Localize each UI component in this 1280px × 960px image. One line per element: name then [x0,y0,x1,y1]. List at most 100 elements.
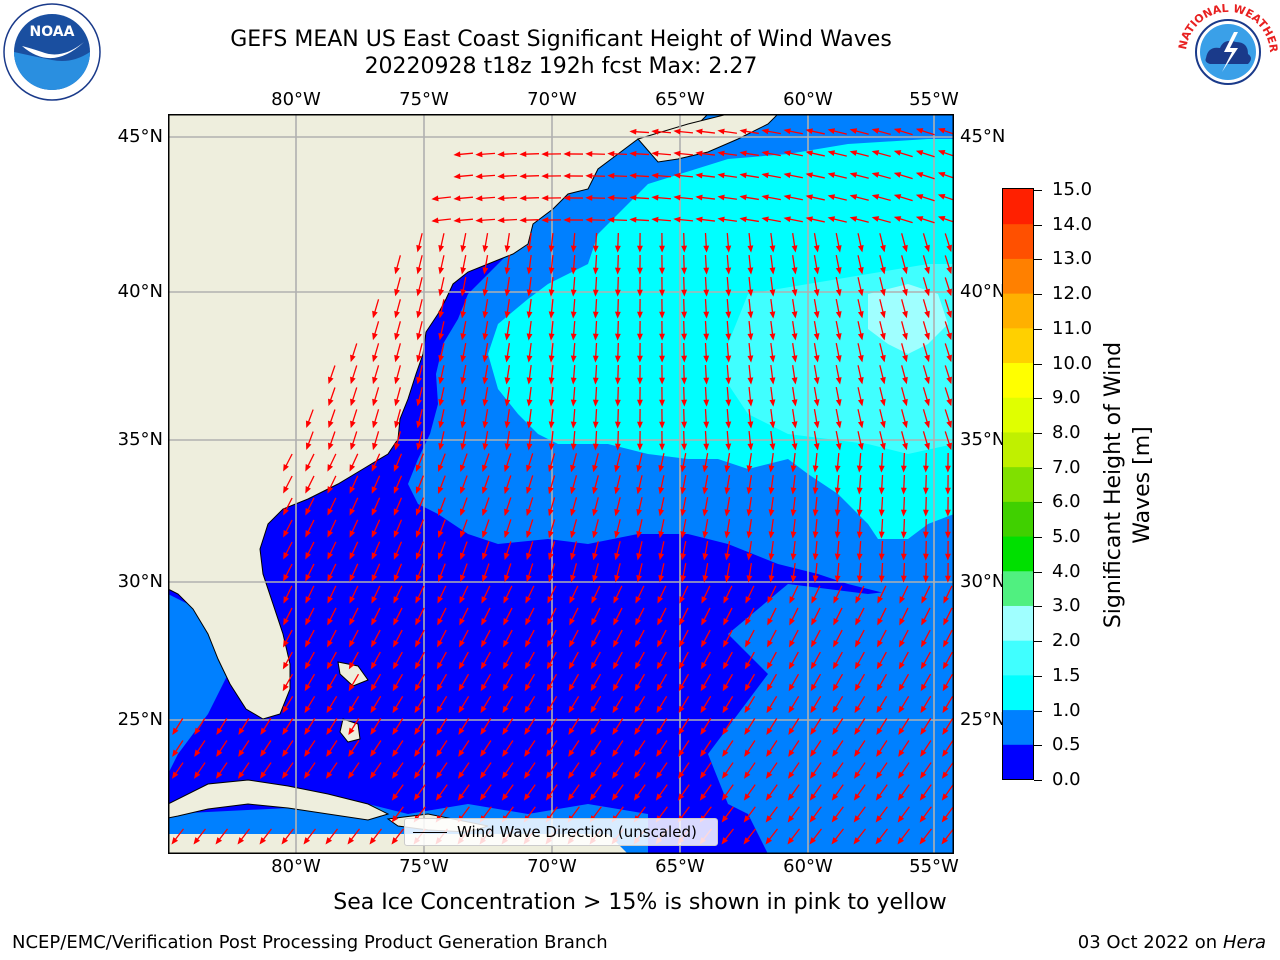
wave-arrow-head [350,354,356,363]
wave-arrow-head [613,618,619,626]
credit-text: NCEP/EMC/Verification Post Processing Pr… [12,932,608,953]
wave-arrow-head [305,552,311,560]
wave-arrow-head [651,194,659,201]
wave-arrow-head [768,531,775,539]
wave-arrow-head [695,128,703,135]
wave-arrow-head [765,771,773,779]
wave-arrow-head [416,266,422,275]
wave-arrow-head [548,508,554,517]
wave-arrow-head [747,333,754,341]
colorbar-segment [1003,570,1033,606]
lon-tick-top: 60°W [783,89,833,110]
wave-arrow-head [922,553,929,561]
wave-arrow-head [326,661,333,670]
wave-arrow-head [856,465,863,473]
wave-arrow-head [460,311,467,319]
wave-arrow-head [614,355,621,363]
wave-arrow-head [900,531,907,539]
wave-arrow-head [614,245,621,253]
wave-arrow-head [349,464,356,472]
wave-arrow-head [393,530,400,538]
wave-arrow-head [747,355,754,363]
lon-tick-bottom: 70°W [527,856,577,877]
colorbar-segment [1003,431,1033,468]
wave-arrow-head [790,465,797,473]
wave-arrow-head [856,509,863,517]
wave-arrow-head [482,443,489,451]
wave-arrow-head [349,618,355,626]
wave-arrow-head [855,618,861,626]
wave-arrow-head [475,195,483,202]
lat-tick-left: 45°N [117,126,163,147]
wave-arrow-head [548,574,554,583]
wave-arrow-head [681,333,688,341]
lat-tick-left: 25°N [117,709,163,730]
wave-arrow-head [453,217,461,224]
wave-arrow-head [783,128,791,135]
wave-arrow-head [809,837,817,845]
wave-arrow-head [607,216,615,223]
wave-arrow-head [656,683,663,692]
wave-arrow-head [607,194,615,201]
wave-arrow-head [238,749,245,757]
wave-arrow-head [519,195,527,202]
wave-arrow-head [458,661,465,670]
wave-arrow-head [503,596,510,604]
wave-arrow-head [283,551,289,560]
wave-arrow-head [416,420,422,429]
wave-arrow-head [920,661,927,670]
colorbar-segment [1003,744,1033,779]
wave-arrow-head [524,727,531,736]
wave-arrow-head [416,398,422,407]
wave-arrow-head [902,244,908,253]
wave-arrow-head [326,683,333,692]
wave-arrow-head [659,377,665,385]
wave-arrow-head [193,837,201,845]
wave-arrow-head [371,486,378,494]
wave-arrow-head [481,596,488,604]
wave-arrow-head [497,195,505,202]
land-nova-scotia [637,114,779,163]
wave-arrow-head [946,442,952,451]
wave-arrow-head [658,575,665,583]
wave-arrow-head [725,443,732,451]
wave-arrow-head [915,128,924,134]
wave-arrow-head [766,661,773,670]
wave-arrow-head [919,771,927,779]
wave-arrow-head [658,465,665,473]
colorbar-tick-label: 9.0 [1052,387,1081,409]
wave-arrow-head [945,553,951,561]
wave-arrow-head [831,837,839,845]
wave-arrow-head [656,661,663,670]
wave-arrow-head [460,289,467,297]
wave-arrow-head [658,487,665,495]
wave-arrow-head [526,311,533,319]
wave-arrow-head [849,216,858,222]
wave-arrow-head [946,398,952,407]
wave-arrow-head [857,377,864,385]
wave-arrow-head [920,705,927,714]
wave-arrow-head [497,217,505,224]
wave-arrow-head [526,333,533,341]
wave-arrow-head [834,487,841,495]
wave-arrow-head [834,553,841,561]
wave-arrow-head [893,216,902,222]
wave-arrow-head [282,727,289,736]
wave-arrow-head [849,128,858,134]
wave-arrow-head [370,727,377,736]
wave-arrow-head [570,486,576,495]
machine-name: Hera [1222,932,1266,953]
wave-arrow-head [945,531,951,539]
colorbar-tick-label: 15.0 [1052,179,1093,200]
wave-arrow-head [788,749,795,757]
wave-arrow-head [744,661,751,670]
wave-arrow-head [724,575,731,583]
wave-arrow-head [414,661,421,670]
wave-arrow-head [680,575,687,583]
wave-arrow-head [371,618,377,626]
wave-arrow-head [805,128,813,135]
wave-arrow-head [695,194,703,201]
land-north-america [168,114,709,720]
wave-arrow-head [832,749,839,757]
wave-arrow-head [812,509,819,517]
